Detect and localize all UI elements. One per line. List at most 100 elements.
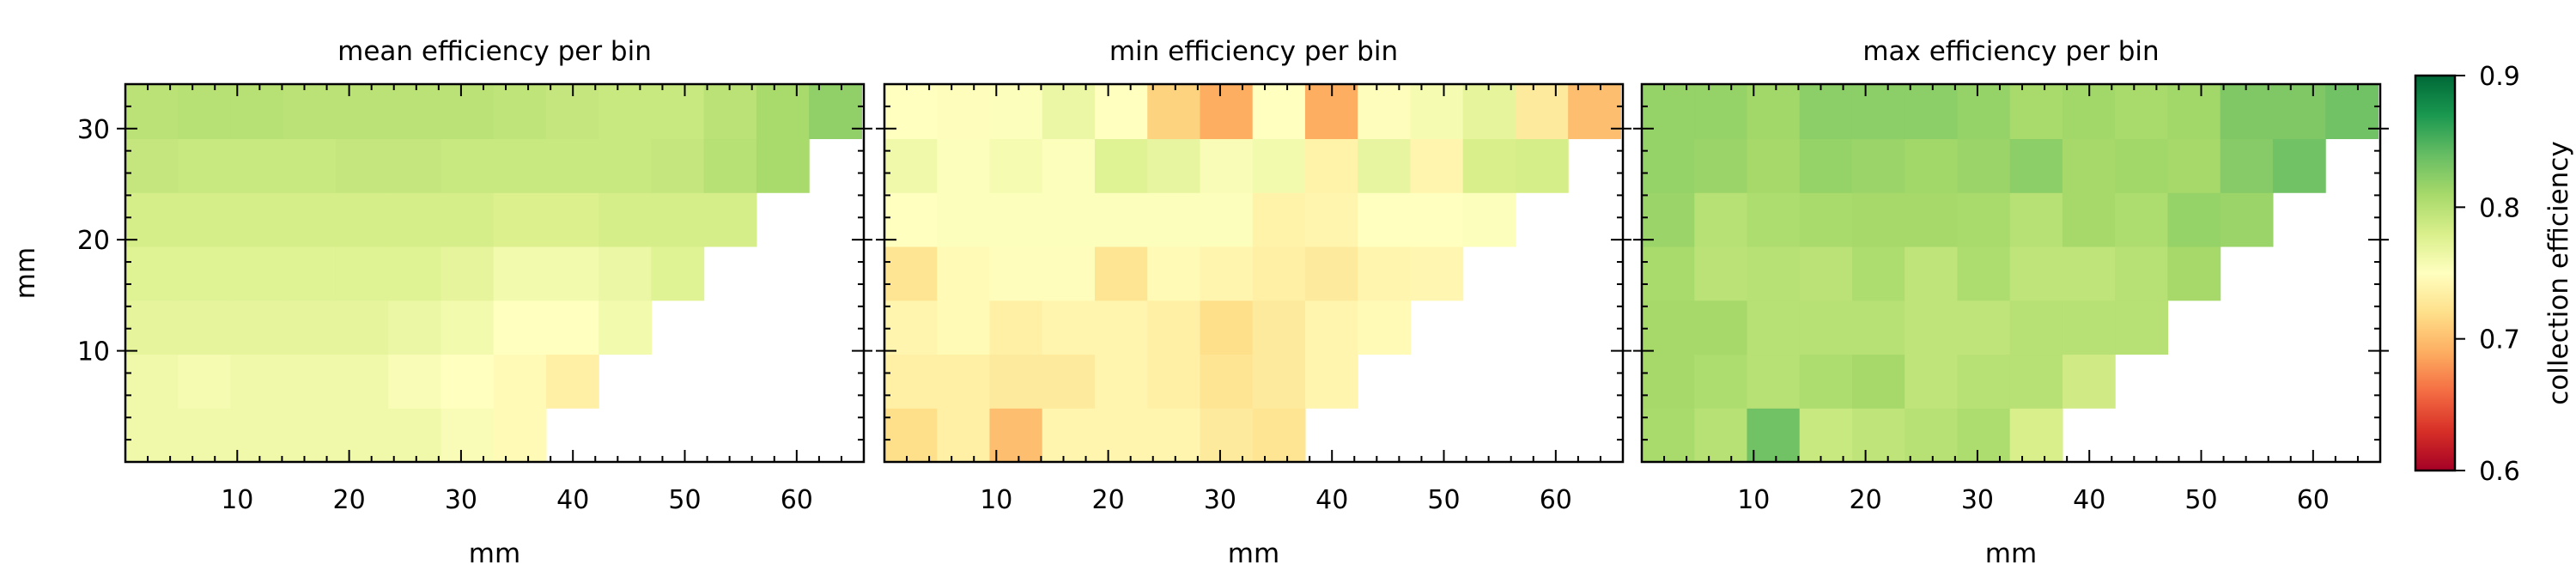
- heatmap-cell: [493, 84, 547, 140]
- heatmap-cell: [937, 246, 991, 301]
- axis-ticks: [876, 84, 1631, 462]
- heatmap-cell: [283, 408, 337, 463]
- heatmap-cell: [335, 138, 389, 193]
- heatmap-cell: [1200, 408, 1254, 463]
- x-tick-label: 40: [556, 485, 589, 515]
- colorbar-tick-label: 0.8: [2479, 193, 2520, 223]
- heatmap-cell: [1642, 408, 1695, 463]
- heatmap-cell: [440, 300, 495, 355]
- heatmap-cell: [493, 192, 547, 247]
- heatmap-cell: [884, 408, 938, 463]
- heatmap-cell: [989, 84, 1043, 140]
- heatmap-cell: [1568, 84, 1621, 140]
- x-tick-label: 60: [781, 485, 813, 515]
- heatmap-cell: [1304, 354, 1358, 409]
- heatmap-cell: [937, 408, 991, 463]
- x-tick-label: 60: [2297, 485, 2330, 515]
- heatmap-cell: [1799, 192, 1853, 247]
- heatmap-cell: [125, 138, 179, 193]
- heatmap-cell: [178, 354, 232, 409]
- heatmap-cell: [1799, 354, 1853, 409]
- y-tick-label: 10: [77, 337, 110, 367]
- heatmap-cell: [937, 84, 991, 140]
- heatmap-cell: [335, 192, 389, 247]
- heatmap-cell: [1694, 354, 1748, 409]
- heatmap-cell: [2272, 138, 2326, 193]
- heatmap-cell: [545, 192, 599, 247]
- heatmap-cell: [2009, 300, 2063, 355]
- colorbar: 0.6 0.7 0.8 0.9 collection efficiency: [2414, 62, 2574, 487]
- heatmap-cell: [440, 408, 495, 463]
- heatmap-cell: [1094, 138, 1148, 193]
- heatmap-cell: [1200, 300, 1254, 355]
- y-tick-label: 30: [77, 115, 110, 145]
- heatmap-cell: [1905, 84, 1959, 140]
- heatmap-cell: [1462, 138, 1516, 193]
- axis-ticks: [117, 84, 872, 462]
- colorbar-tick-label: 0.6: [2479, 457, 2520, 487]
- heatmap-cell: [178, 138, 232, 193]
- panel-title: max efficiency per bin: [1862, 36, 2159, 67]
- heatmap-cell: [388, 192, 442, 247]
- heatmap-cell: [1094, 192, 1148, 247]
- heatmap-cell: [1147, 408, 1201, 463]
- x-tick-label: 10: [1737, 485, 1770, 515]
- x-tick-label: 60: [1540, 485, 1572, 515]
- x-tick-label: 10: [980, 485, 1012, 515]
- heatmap-cell: [2115, 84, 2169, 140]
- heatmap-cell: [1957, 84, 2011, 140]
- heatmap-cell: [230, 138, 284, 193]
- heatmap-cell: [2115, 192, 2169, 247]
- heatmap-cell: [178, 246, 232, 301]
- heatmap-cell: [178, 300, 232, 355]
- heatmap-cell: [884, 192, 938, 247]
- heatmap-cell: [756, 84, 810, 140]
- heatmap-cell: [1042, 354, 1096, 409]
- heatmap-cell: [230, 192, 284, 247]
- heatmap-cell: [884, 354, 938, 409]
- heatmap-cell: [178, 408, 232, 463]
- heatmap-cell: [545, 300, 599, 355]
- heatmap-cell: [440, 246, 495, 301]
- heatmap-cell: [125, 354, 179, 409]
- heatmap-cell: [1799, 300, 1853, 355]
- heatmap-cell: [440, 84, 495, 140]
- heatmap-cell: [1304, 192, 1358, 247]
- heatmap-cell: [1515, 84, 1569, 140]
- heatmap-cell: [989, 354, 1043, 409]
- heatmap-cell: [1642, 192, 1695, 247]
- heatmap-cell: [388, 354, 442, 409]
- heatmap-cell: [230, 408, 284, 463]
- x-tick-label: 50: [2184, 485, 2217, 515]
- heatmap-cell: [1304, 246, 1358, 301]
- heatmap-cell: [1147, 246, 1201, 301]
- heatmap-cell: [1851, 192, 1905, 247]
- heatmap-cell: [545, 354, 599, 409]
- x-axis-label: mm: [469, 538, 520, 569]
- panel-title: mean efficiency per bin: [337, 36, 652, 67]
- heatmap-cell: [493, 300, 547, 355]
- heatmap-cell: [230, 300, 284, 355]
- heatmap-cell: [989, 138, 1043, 193]
- heatmap-cell: [2062, 354, 2116, 409]
- heatmap-cell: [1694, 192, 1748, 247]
- heatmap-cell: [1957, 300, 2011, 355]
- heatmap-cell: [1410, 84, 1464, 140]
- panel-title: min efficiency per bin: [1109, 36, 1398, 67]
- heatmap-cell: [651, 246, 705, 301]
- x-axis-label: mm: [1985, 538, 2037, 569]
- heatmap-cell: [125, 192, 179, 247]
- heatmap-cell: [598, 84, 653, 140]
- heatmap-cell: [283, 354, 337, 409]
- heatmap-cell: [230, 246, 284, 301]
- heatmap-cell: [1094, 354, 1148, 409]
- heatmap-cell: [1905, 300, 1959, 355]
- heatmap-cell: [1905, 192, 1959, 247]
- heatmap-cell: [1905, 354, 1959, 409]
- heatmap-cell: [884, 84, 938, 140]
- y-tick-label: 20: [77, 226, 110, 256]
- heatmap-cell: [1957, 408, 2011, 463]
- heatmap-cell: [1515, 138, 1569, 193]
- heatmap-cells: [1642, 84, 2379, 463]
